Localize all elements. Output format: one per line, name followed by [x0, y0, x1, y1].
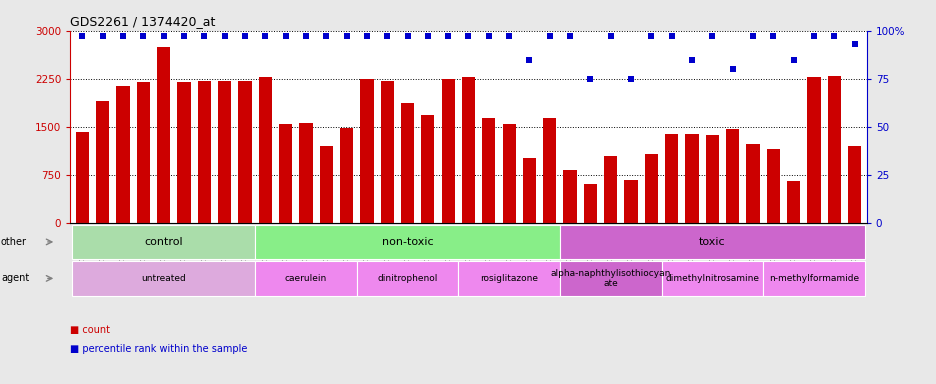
Text: non-toxic: non-toxic	[381, 237, 432, 247]
Text: ■ count: ■ count	[70, 325, 110, 335]
Point	[501, 33, 516, 40]
Point	[359, 33, 374, 40]
Text: GDS2261 / 1374420_at: GDS2261 / 1374420_at	[70, 15, 215, 28]
Text: rosiglitazone: rosiglitazone	[479, 274, 537, 283]
Bar	[826, 76, 840, 223]
Point	[217, 33, 232, 40]
Bar	[746, 144, 759, 223]
Bar	[461, 78, 475, 223]
Bar	[238, 81, 252, 223]
Point	[622, 76, 637, 82]
Bar	[258, 78, 271, 223]
Point	[846, 41, 861, 47]
Bar	[684, 134, 698, 223]
Bar	[299, 123, 313, 223]
Point	[745, 33, 760, 40]
Bar	[725, 129, 739, 223]
Bar	[137, 82, 150, 223]
Text: control: control	[144, 237, 183, 247]
Text: toxic: toxic	[698, 237, 724, 247]
Bar	[96, 101, 110, 223]
Bar	[360, 79, 373, 223]
Bar	[218, 81, 231, 223]
Point	[400, 33, 415, 40]
Bar	[401, 103, 414, 223]
Point	[95, 33, 110, 40]
Bar	[563, 170, 576, 223]
Point	[257, 33, 272, 40]
Point	[278, 33, 293, 40]
Text: caerulein: caerulein	[285, 274, 327, 283]
Text: alpha-naphthylisothiocyan
ate: alpha-naphthylisothiocyan ate	[550, 269, 670, 288]
Bar	[340, 128, 353, 223]
Bar	[380, 81, 393, 223]
Point	[724, 66, 739, 72]
Point	[136, 33, 151, 40]
Point	[826, 33, 841, 40]
Bar	[644, 154, 657, 223]
Bar	[197, 81, 211, 223]
Point	[420, 33, 435, 40]
Point	[582, 76, 597, 82]
Point	[176, 33, 191, 40]
Text: n-methylformamide: n-methylformamide	[768, 274, 858, 283]
Text: agent: agent	[1, 273, 29, 283]
Point	[562, 33, 577, 40]
Bar	[116, 86, 129, 223]
Point	[664, 33, 679, 40]
Text: dinitrophenol: dinitrophenol	[377, 274, 437, 283]
Text: other: other	[1, 237, 27, 247]
Text: ■ percentile rank within the sample: ■ percentile rank within the sample	[70, 344, 247, 354]
Point	[237, 33, 252, 40]
Point	[481, 33, 496, 40]
Point	[75, 33, 90, 40]
Point	[765, 33, 780, 40]
Bar	[482, 118, 495, 223]
Bar	[604, 156, 617, 223]
Bar	[441, 79, 454, 223]
Bar	[583, 184, 596, 223]
Point	[806, 33, 821, 40]
Point	[643, 33, 658, 40]
Point	[684, 56, 699, 63]
Bar	[543, 118, 556, 223]
Point	[704, 33, 719, 40]
Bar	[705, 135, 718, 223]
Point	[440, 33, 455, 40]
Bar	[807, 77, 820, 223]
Point	[197, 33, 212, 40]
Text: dimethylnitrosamine: dimethylnitrosamine	[665, 274, 758, 283]
Bar	[786, 181, 799, 223]
Bar	[157, 47, 170, 223]
Point	[299, 33, 314, 40]
Point	[379, 33, 394, 40]
Point	[339, 33, 354, 40]
Bar	[279, 124, 292, 223]
Point	[461, 33, 475, 40]
Point	[603, 33, 618, 40]
Bar	[319, 146, 332, 223]
Bar	[502, 124, 515, 223]
Bar	[177, 82, 190, 223]
Point	[318, 33, 333, 40]
Point	[785, 56, 800, 63]
Bar	[76, 132, 89, 223]
Point	[542, 33, 557, 40]
Bar	[847, 146, 860, 223]
Point	[115, 33, 130, 40]
Point	[521, 56, 536, 63]
Point	[156, 33, 171, 40]
Bar	[522, 158, 535, 223]
Bar	[766, 149, 779, 223]
Bar	[665, 134, 678, 223]
Bar	[421, 115, 434, 223]
Bar	[623, 180, 637, 223]
Text: untreated: untreated	[141, 274, 186, 283]
